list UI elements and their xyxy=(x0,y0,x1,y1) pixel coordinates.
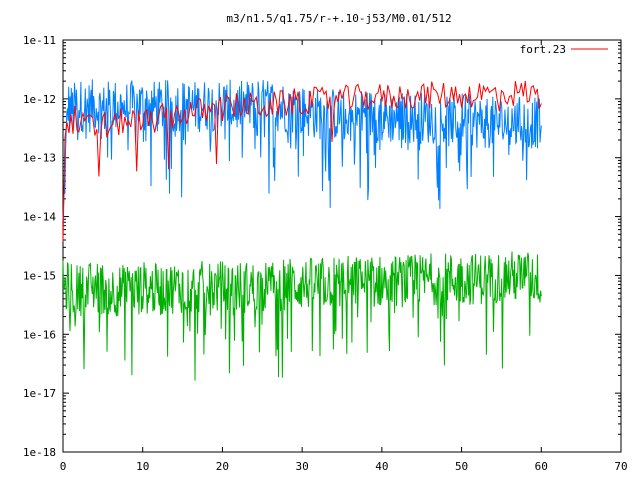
legend: fort.23 xyxy=(520,43,608,56)
x-tick-label: 50 xyxy=(455,460,468,473)
series-layer xyxy=(62,79,542,381)
y-tick-label: 1e-14 xyxy=(23,211,56,224)
y-tick-label: 1e-15 xyxy=(23,269,56,282)
x-tick-label: 30 xyxy=(296,460,309,473)
plot-frame xyxy=(62,39,622,453)
series-line-0 xyxy=(62,80,542,242)
y-tick-label: 1e-16 xyxy=(23,328,56,341)
y-tick-label: 1e-17 xyxy=(23,387,56,400)
y-tick-label: 1e-13 xyxy=(23,152,56,165)
x-tick-label: 20 xyxy=(216,460,229,473)
series-line-2 xyxy=(62,251,542,381)
y-tick-label: 1e-11 xyxy=(23,34,56,47)
y-tick-label: 1e-12 xyxy=(23,93,56,106)
x-tick-label: 60 xyxy=(535,460,548,473)
series-line-1 xyxy=(62,79,542,220)
y-tick-label: 1e-18 xyxy=(23,446,56,459)
x-tick-label: 40 xyxy=(375,460,388,473)
x-tick-label: 70 xyxy=(614,460,627,473)
x-tick-label: 10 xyxy=(136,460,149,473)
legend-label-fort23: fort.23 xyxy=(520,43,566,56)
chart-title: m3/n1.5/q1.75/r-+.10-j53/M0.01/512 xyxy=(226,12,451,25)
x-tick-label: 0 xyxy=(60,460,67,473)
axis-ticks: 0 10 20 30 40 50 60 70 1e-18 1e-17 1e-16 1e-15 1e-14… xyxy=(23,34,628,473)
